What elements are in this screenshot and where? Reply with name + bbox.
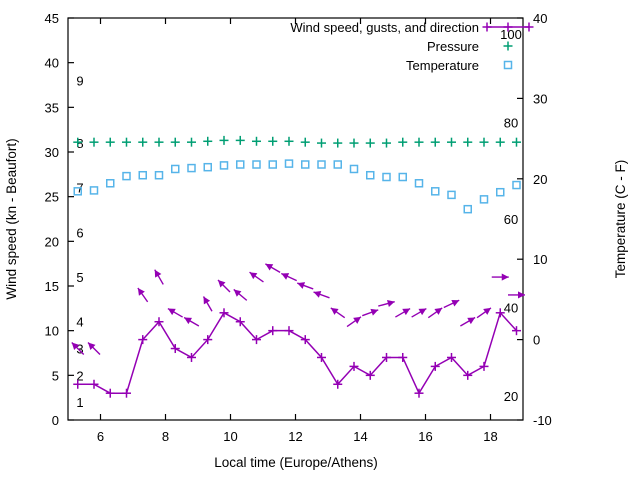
legend-label-2: Pressure: [427, 39, 479, 54]
wind-direction-arrow: [362, 308, 379, 317]
y-tick-label: 30: [45, 145, 59, 160]
wind-direction-arrow: [476, 307, 492, 319]
wind-direction-arrow: [395, 307, 411, 318]
y2-tick-label: 0: [533, 333, 540, 348]
wind-direction-arrow: [265, 263, 281, 273]
y-axis-ticks: 0 5 10 15 20 25 30 35 40 45: [45, 11, 74, 428]
wind-direction-arrow: [167, 307, 183, 318]
wind-direction-arrows: [71, 263, 525, 356]
beaufort-label: 2: [76, 368, 83, 383]
y2-axis-ticks: -10 0 10 20 30 40: [517, 11, 552, 428]
y2-tick-label: 10: [533, 252, 547, 267]
wind-direction-arrow: [491, 273, 509, 281]
series-pressure: [73, 135, 521, 148]
y-tick-label: 20: [45, 234, 59, 249]
fahrenheit-scale-labels: 20 40 60 80 100: [500, 27, 522, 404]
legend-label-1: Wind speed, gusts, and direction: [290, 20, 479, 35]
beaufort-label: 9: [76, 74, 83, 89]
legend-marker-1: [482, 22, 534, 32]
beaufort-label: 8: [76, 136, 83, 151]
wind-direction-arrow: [71, 342, 85, 356]
wind-direction-arrow: [233, 288, 248, 301]
wind-direction-arrow: [443, 299, 460, 309]
fahrenheit-label: 100: [500, 27, 522, 42]
x-tick-label: 14: [353, 429, 367, 444]
beaufort-label: 5: [76, 270, 83, 285]
x-tick-label: 8: [162, 429, 169, 444]
y2-axis-title: Temperature (C - F): [613, 160, 628, 279]
wind-direction-arrow: [183, 316, 200, 327]
legend-marker-2: [503, 41, 513, 51]
wind-direction-arrow: [411, 307, 427, 318]
x-axis-ticks: 6 8 10 12 14 16 18: [97, 18, 498, 444]
wind-direction-arrow: [154, 269, 164, 285]
y-tick-label: 10: [45, 324, 59, 339]
wind-direction-arrow: [313, 291, 330, 299]
x-tick-label: 6: [97, 429, 104, 444]
y2-tick-label: -10: [533, 413, 552, 428]
series-temperature: [73, 159, 521, 214]
y-axis-title: Wind speed (kn - Beaufort): [4, 138, 19, 299]
y-tick-label: 35: [45, 100, 59, 115]
fahrenheit-label: 80: [504, 116, 518, 131]
legend-marker-3: [503, 60, 513, 70]
wind-direction-arrow: [87, 342, 101, 356]
wind-direction-arrow: [249, 271, 264, 283]
wind-direction-arrow: [297, 282, 314, 290]
y2-tick-label: 30: [533, 91, 547, 106]
series-wind-speed: [73, 308, 521, 398]
x-tick-label: 10: [223, 429, 237, 444]
y-tick-label: 0: [52, 413, 59, 428]
wind-direction-arrow: [427, 307, 443, 319]
y-tick-label: 25: [45, 190, 59, 205]
wind-direction-arrow: [508, 291, 525, 299]
x-tick-label: 18: [483, 429, 497, 444]
legend-label-3: Temperature: [406, 58, 479, 73]
wind-direction-arrow: [202, 296, 213, 312]
wind-direction-arrow: [460, 316, 476, 327]
fahrenheit-label: 60: [504, 212, 518, 227]
beaufort-label: 1: [76, 395, 83, 410]
y-tick-label: 45: [45, 11, 59, 26]
fahrenheit-label: 20: [504, 389, 518, 404]
wind-direction-arrow: [346, 316, 362, 328]
y2-tick-label: 40: [533, 11, 547, 26]
chart-legend: Wind speed, gusts, and direction Pressure…: [290, 20, 534, 73]
beaufort-label: 4: [76, 315, 83, 330]
wind-direction-arrow: [330, 307, 346, 319]
wind-direction-arrow: [137, 287, 149, 303]
x-axis-title: Local time (Europe/Athens): [214, 455, 378, 470]
wind-direction-arrow: [378, 300, 395, 307]
y-tick-label: 40: [45, 56, 59, 71]
y-tick-label: 15: [45, 279, 59, 294]
x-tick-label: 16: [418, 429, 432, 444]
beaufort-label: 6: [76, 225, 83, 240]
wind-direction-arrow: [217, 279, 231, 293]
y2-tick-label: 20: [533, 172, 547, 187]
x-tick-label: 12: [288, 429, 302, 444]
wind-direction-arrow: [281, 272, 297, 282]
y-tick-label: 5: [52, 368, 59, 383]
fahrenheit-label: 40: [504, 300, 518, 315]
beaufort-label: 3: [76, 342, 83, 357]
